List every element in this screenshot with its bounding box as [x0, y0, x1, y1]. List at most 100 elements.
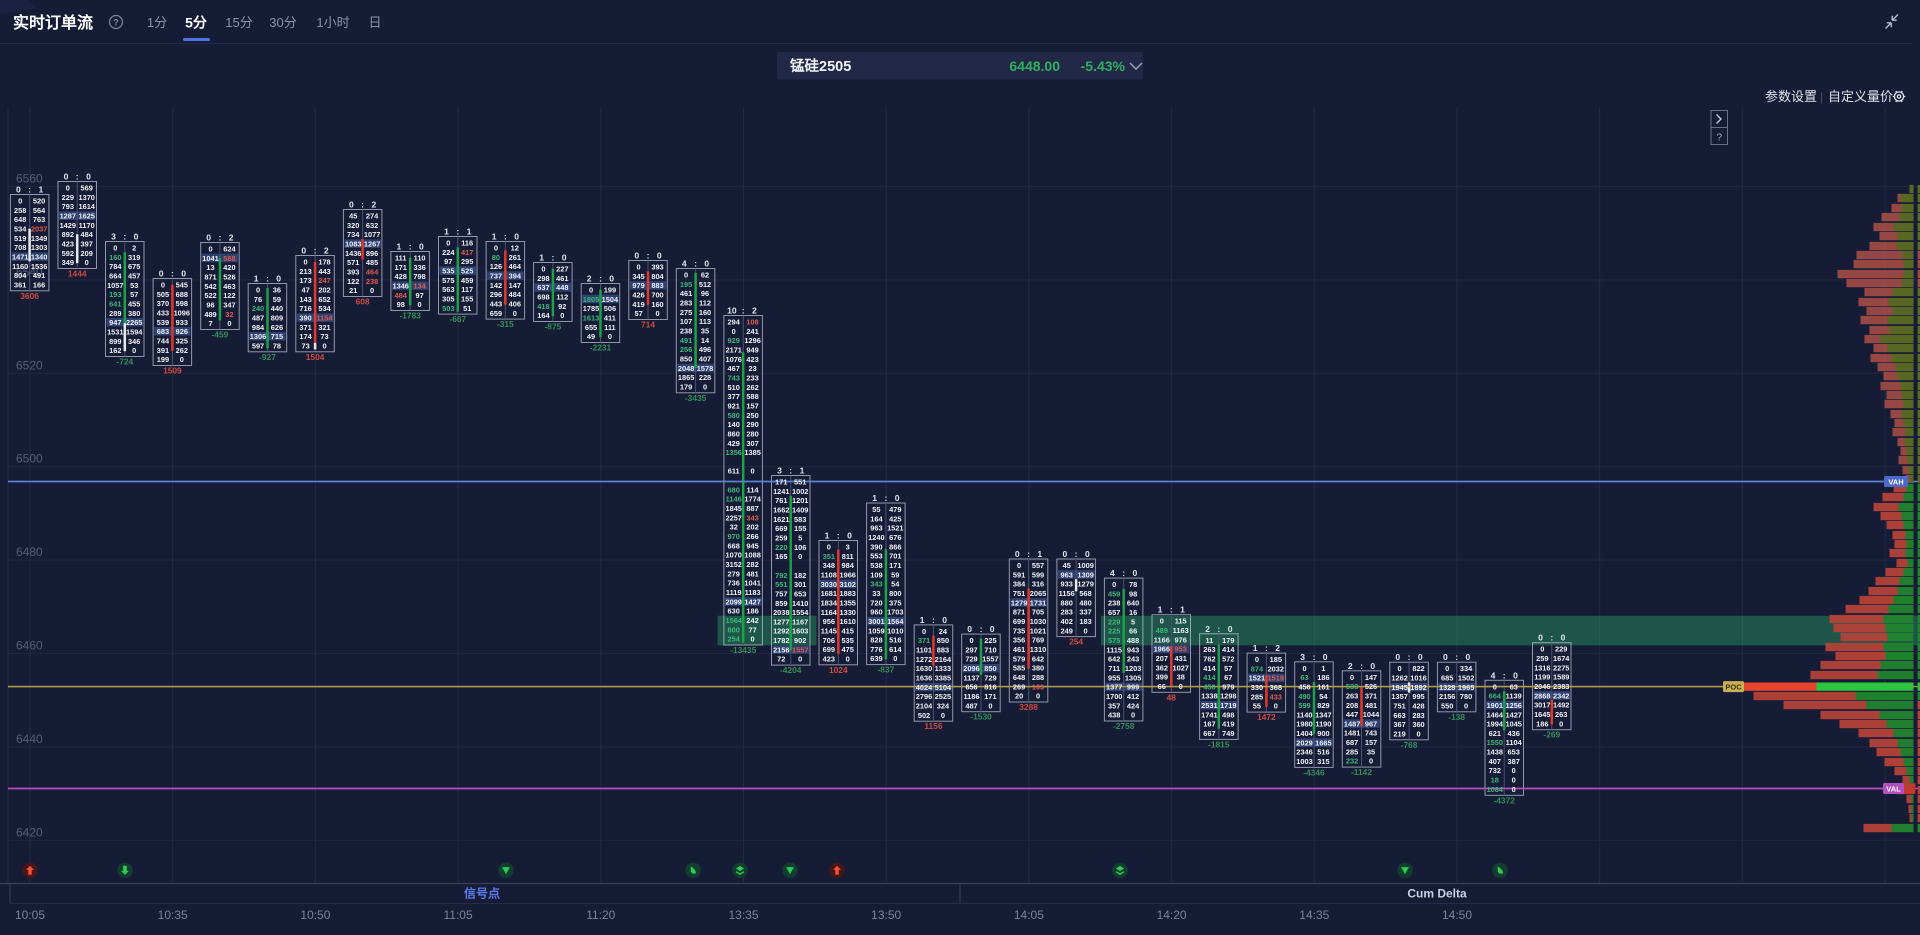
svg-text:0: 0 — [942, 615, 947, 625]
svg-text:157: 157 — [1365, 738, 1377, 747]
svg-text:0: 0 — [322, 341, 326, 350]
svg-text:487: 487 — [252, 314, 264, 323]
svg-text::: : — [837, 531, 840, 541]
svg-text:995: 995 — [1412, 692, 1424, 701]
svg-text:0: 0 — [227, 319, 231, 328]
svg-text:14:35: 14:35 — [1299, 908, 1329, 922]
svg-text:269: 269 — [1013, 682, 1025, 691]
svg-text:0: 0 — [704, 259, 709, 269]
svg-text:0: 0 — [16, 185, 21, 195]
svg-text:415: 415 — [842, 626, 854, 635]
svg-text:54: 54 — [891, 580, 900, 589]
svg-text:669: 669 — [775, 524, 787, 533]
svg-text:503: 503 — [442, 304, 454, 313]
svg-text:Cum Delta: Cum Delta — [1407, 887, 1467, 901]
svg-text:402: 402 — [1061, 617, 1073, 626]
svg-text:380: 380 — [1032, 664, 1044, 673]
svg-text:1410: 1410 — [792, 599, 808, 608]
svg-text:337: 337 — [1079, 608, 1091, 617]
svg-text:117: 117 — [461, 285, 473, 294]
svg-text:423: 423 — [746, 355, 758, 364]
svg-text:0: 0 — [1112, 580, 1116, 589]
svg-text:883: 883 — [651, 281, 663, 290]
svg-text:1: 1 — [492, 232, 497, 242]
svg-text:1564: 1564 — [725, 616, 742, 625]
svg-text:1700: 1700 — [1106, 692, 1122, 701]
svg-text:2796: 2796 — [916, 692, 932, 701]
svg-text:1: 1 — [39, 185, 44, 195]
svg-text:2164: 2164 — [935, 655, 952, 664]
svg-text:1357: 1357 — [1391, 692, 1407, 701]
svg-text:92: 92 — [558, 302, 566, 311]
svg-text:4024: 4024 — [916, 683, 933, 692]
svg-text:0: 0 — [1085, 549, 1090, 559]
svg-text:0: 0 — [655, 309, 659, 318]
svg-text:55: 55 — [872, 505, 880, 514]
svg-text:676: 676 — [889, 533, 901, 542]
svg-text:186: 186 — [746, 607, 758, 616]
svg-text::: : — [599, 274, 602, 284]
svg-text:0: 0 — [922, 627, 926, 636]
svg-text:1681: 1681 — [821, 589, 837, 598]
svg-text:979: 979 — [1222, 682, 1234, 691]
svg-text:1741: 1741 — [1201, 710, 1217, 719]
svg-text:683: 683 — [157, 327, 169, 336]
svg-text:3030: 3030 — [821, 580, 837, 589]
svg-text:258: 258 — [14, 206, 26, 215]
svg-text:10: 10 — [727, 306, 737, 316]
svg-text:423: 423 — [823, 654, 835, 663]
svg-text:370: 370 — [157, 299, 169, 308]
svg-text:0: 0 — [1017, 561, 1021, 570]
svg-text:VAH: VAH — [1888, 478, 1903, 487]
svg-text:-1142: -1142 — [1351, 767, 1372, 777]
svg-text:0: 0 — [370, 286, 374, 295]
svg-text::: : — [1075, 549, 1078, 559]
svg-text:688: 688 — [176, 290, 188, 299]
svg-text:103: 103 — [1032, 682, 1044, 691]
svg-text:7: 7 — [208, 319, 212, 328]
svg-text:393: 393 — [347, 267, 359, 276]
svg-text:2868: 2868 — [1534, 691, 1550, 700]
svg-text:4: 4 — [1110, 568, 1115, 578]
svg-text:55: 55 — [1253, 702, 1261, 711]
svg-text:653: 653 — [794, 589, 806, 598]
svg-text:1892: 1892 — [1410, 683, 1426, 692]
svg-text:97: 97 — [415, 291, 423, 300]
svg-text:259: 259 — [775, 533, 787, 542]
svg-text:520: 520 — [33, 197, 45, 206]
svg-text:1024: 1024 — [829, 665, 848, 675]
svg-text:0: 0 — [637, 263, 641, 272]
svg-text:0: 0 — [181, 269, 186, 279]
svg-text:0: 0 — [941, 711, 945, 720]
svg-text:-837: -837 — [878, 665, 895, 675]
svg-text:705: 705 — [1032, 608, 1044, 617]
svg-text:1021: 1021 — [1030, 626, 1046, 635]
svg-text:3: 3 — [846, 543, 850, 552]
svg-text:164: 164 — [870, 514, 883, 523]
svg-text:174: 174 — [299, 332, 312, 341]
svg-text:1057: 1057 — [107, 281, 123, 290]
svg-text:10:35: 10:35 — [158, 908, 188, 922]
svg-text::: : — [742, 306, 745, 316]
svg-text:630: 630 — [728, 607, 740, 616]
svg-text:804: 804 — [14, 271, 27, 280]
svg-text:自定义量价: 自定义量价 — [1828, 89, 1893, 104]
svg-text:428: 428 — [395, 272, 407, 281]
svg-text:47: 47 — [301, 286, 309, 295]
svg-text:295: 295 — [461, 257, 473, 266]
svg-text:242: 242 — [746, 616, 758, 625]
svg-text:2: 2 — [587, 274, 592, 284]
svg-text:729: 729 — [965, 655, 977, 664]
svg-text:0: 0 — [206, 233, 211, 243]
svg-text:1016: 1016 — [1410, 674, 1426, 683]
svg-text:0: 0 — [1302, 664, 1306, 673]
svg-text:467: 467 — [728, 364, 740, 373]
svg-text:240: 240 — [252, 304, 264, 313]
svg-text:49: 49 — [587, 332, 595, 341]
svg-text:18: 18 — [1491, 776, 1499, 785]
svg-text:3606: 3606 — [20, 291, 39, 301]
svg-text:598: 598 — [176, 299, 188, 308]
svg-text:0: 0 — [419, 242, 424, 252]
svg-text:1: 1 — [825, 531, 830, 541]
svg-text:实时订单流: 实时订单流 — [13, 13, 93, 32]
